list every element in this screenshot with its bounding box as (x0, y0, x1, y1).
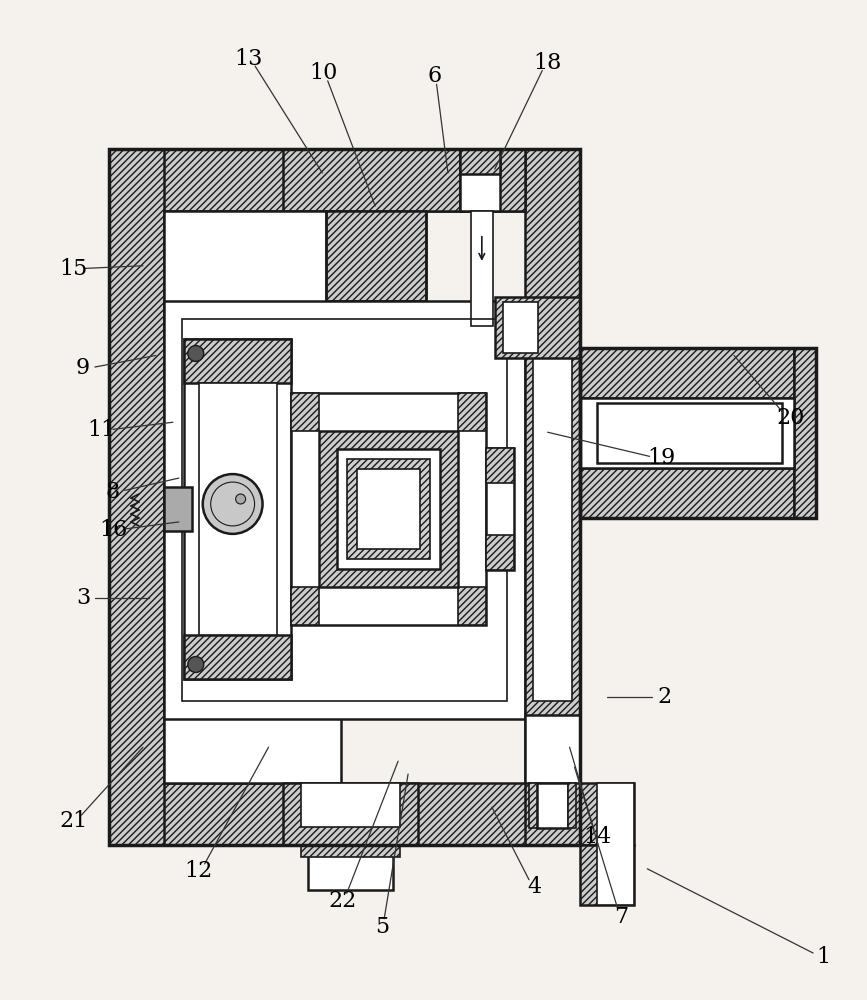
Bar (579, 348, 794, 398)
Bar (309, 845, 393, 890)
Bar (109, 149, 579, 211)
Text: 16: 16 (99, 519, 127, 541)
Text: 2: 2 (657, 686, 671, 708)
Text: 8: 8 (106, 481, 121, 503)
Text: 5: 5 (375, 916, 389, 938)
Bar (348, 459, 430, 559)
Bar (503, 302, 538, 353)
Text: 1: 1 (817, 946, 831, 968)
Bar (458, 587, 486, 625)
Bar (164, 487, 192, 531)
Bar (525, 301, 579, 719)
Text: 15: 15 (59, 258, 88, 280)
Text: 7: 7 (615, 906, 629, 928)
Bar (302, 783, 400, 827)
Circle shape (203, 474, 263, 534)
Circle shape (188, 345, 204, 361)
Bar (284, 783, 418, 845)
Bar (337, 449, 440, 569)
Text: 12: 12 (185, 860, 213, 882)
Text: 3: 3 (76, 587, 90, 609)
Bar (794, 348, 816, 518)
Bar (302, 845, 400, 857)
Bar (579, 398, 794, 468)
Text: 19: 19 (647, 447, 675, 469)
Bar (319, 431, 458, 587)
Bar (326, 211, 426, 301)
Bar (579, 468, 794, 518)
Circle shape (188, 656, 204, 672)
Bar (164, 665, 342, 783)
Text: 9: 9 (76, 357, 90, 379)
Bar (579, 783, 635, 845)
Bar (460, 149, 499, 211)
Bar (184, 339, 291, 679)
Bar (109, 783, 579, 845)
Text: 21: 21 (59, 810, 88, 832)
Bar (537, 783, 568, 828)
Bar (495, 297, 579, 358)
Bar (458, 393, 486, 431)
Bar (284, 149, 463, 211)
Bar (486, 448, 514, 483)
Text: 6: 6 (428, 65, 442, 87)
Bar (525, 149, 579, 845)
Text: 11: 11 (87, 419, 115, 441)
Text: 13: 13 (234, 48, 263, 70)
Bar (486, 535, 514, 570)
Bar (486, 448, 514, 570)
Bar (291, 393, 319, 431)
Bar (291, 587, 319, 625)
Bar (460, 149, 499, 174)
Circle shape (236, 494, 245, 504)
Bar (184, 635, 291, 679)
Text: 14: 14 (583, 826, 611, 848)
Bar (597, 403, 782, 463)
Bar (568, 783, 576, 828)
Bar (109, 149, 579, 845)
Text: 4: 4 (528, 876, 542, 898)
Text: 20: 20 (777, 407, 805, 429)
Bar (532, 319, 571, 701)
Bar (460, 149, 525, 211)
Bar (579, 348, 816, 518)
Bar (184, 339, 291, 383)
Bar (164, 301, 525, 719)
Bar (357, 469, 420, 549)
Bar (291, 393, 486, 625)
Bar (525, 715, 579, 783)
Bar (164, 211, 342, 333)
Bar (109, 149, 164, 845)
Bar (199, 383, 277, 635)
Bar (529, 783, 537, 828)
Text: 10: 10 (310, 62, 337, 84)
Bar (182, 319, 507, 701)
Bar (579, 845, 635, 905)
Text: 22: 22 (329, 890, 356, 912)
Bar (471, 211, 492, 326)
Text: 18: 18 (533, 52, 562, 74)
Bar (597, 783, 635, 905)
